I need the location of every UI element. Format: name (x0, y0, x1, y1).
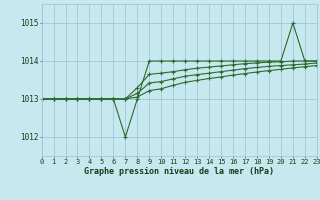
X-axis label: Graphe pression niveau de la mer (hPa): Graphe pression niveau de la mer (hPa) (84, 167, 274, 176)
